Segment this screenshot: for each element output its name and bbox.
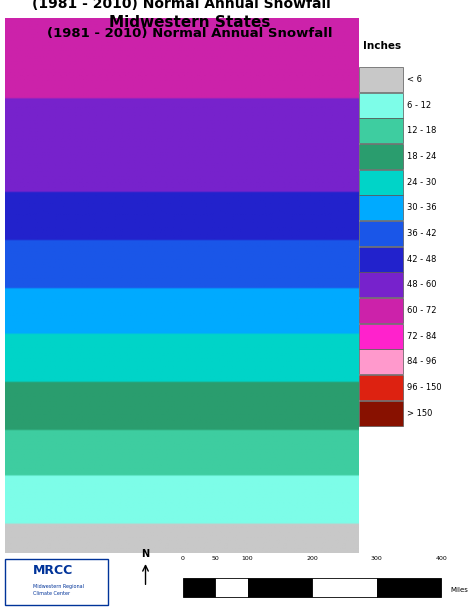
Text: 100: 100 [242, 556, 254, 561]
Text: Miles: Miles [450, 587, 468, 593]
Text: 72 - 84: 72 - 84 [407, 332, 437, 341]
Bar [359, 349, 402, 375]
Text: Inches: Inches [363, 42, 401, 51]
Text: 30 - 36: 30 - 36 [407, 203, 437, 213]
Bar [359, 246, 402, 272]
Text: 50: 50 [211, 556, 219, 561]
Text: 0: 0 [181, 556, 185, 561]
Bar [359, 67, 402, 92]
Text: 400: 400 [435, 556, 447, 561]
Text: > 150: > 150 [407, 409, 432, 418]
Bar [359, 119, 402, 144]
Bar [359, 324, 402, 349]
Text: 24 - 30: 24 - 30 [407, 178, 436, 187]
Text: < 6: < 6 [407, 75, 422, 84]
Text: 84 - 96: 84 - 96 [407, 357, 437, 367]
Text: 60 - 72: 60 - 72 [407, 306, 437, 315]
Text: 300: 300 [371, 556, 383, 561]
Bar [359, 375, 402, 400]
Text: 200: 200 [306, 556, 318, 561]
Bar [359, 196, 402, 221]
Bar [359, 298, 402, 323]
Text: 42 - 48: 42 - 48 [407, 255, 436, 264]
Bar [359, 169, 402, 195]
Bar [247, 579, 312, 596]
Text: N: N [141, 549, 150, 558]
Text: MRCC: MRCC [33, 564, 73, 577]
Bar [359, 272, 402, 298]
Bar [312, 579, 377, 596]
Text: 48 - 60: 48 - 60 [407, 280, 437, 290]
Text: 6 - 12: 6 - 12 [407, 101, 431, 110]
Bar [359, 92, 402, 118]
Text: Midwestern Regional
Climate Center: Midwestern Regional Climate Center [33, 584, 84, 596]
Text: 12 - 18: 12 - 18 [407, 126, 436, 136]
Bar [5, 558, 108, 606]
Text: 36 - 42: 36 - 42 [407, 229, 437, 238]
Bar [359, 221, 402, 246]
Bar [215, 579, 247, 596]
Bar [359, 401, 402, 426]
Text: (1981 - 2010) Normal Annual Snowfall: (1981 - 2010) Normal Annual Snowfall [47, 27, 332, 40]
Bar [377, 579, 441, 596]
Title: Midwestern States
(1981 - 2010) Normal Annual Snowfall: Midwestern States (1981 - 2010) Normal A… [32, 0, 331, 10]
Text: 96 - 150: 96 - 150 [407, 383, 442, 392]
Bar [359, 144, 402, 169]
Text: Midwestern States: Midwestern States [109, 15, 270, 31]
Text: 18 - 24: 18 - 24 [407, 152, 436, 161]
Bar [183, 579, 215, 596]
